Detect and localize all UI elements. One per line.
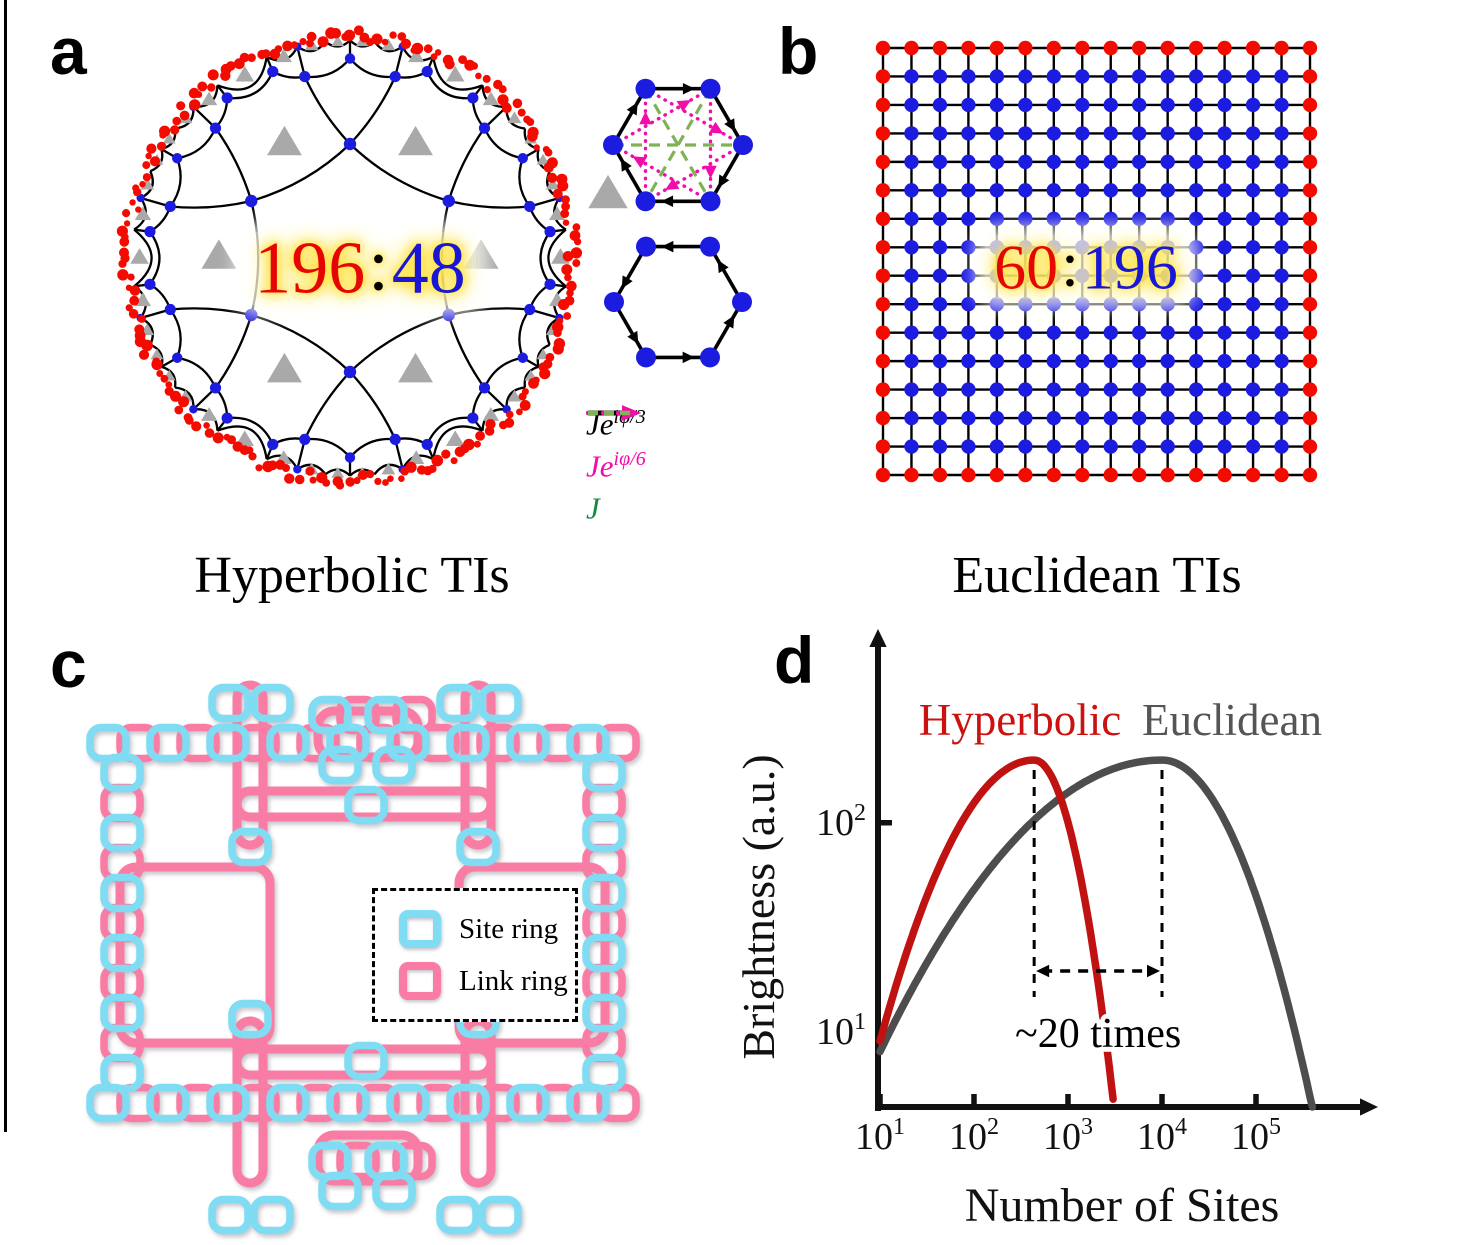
panel-ring-lattice: c Site ring Link ring xyxy=(0,615,730,1245)
svg-text:104: 104 xyxy=(1137,1114,1187,1158)
square-lattice-svg xyxy=(875,40,1318,483)
panel-b-title: Euclidean TIs xyxy=(952,547,1242,604)
hyperbolic-curve xyxy=(876,756,1117,1103)
boundary-ring xyxy=(116,25,583,490)
figure-left-border xyxy=(4,0,7,1132)
coupling-legend: Jeiφ/3 Jeiφ/6 J xyxy=(586,402,646,528)
bulk-count: 48 xyxy=(391,227,466,310)
ratio-colon: : xyxy=(368,224,389,307)
link-ring-label: Link ring xyxy=(459,964,568,997)
svg-text:101: 101 xyxy=(816,1009,866,1053)
panel-brightness-chart: 101 102 103 104 105 101 102 Number of Sites Brig… xyxy=(730,615,1461,1245)
svg-text:102: 102 xyxy=(949,1114,999,1158)
x-axis-label: Number of Sites xyxy=(965,1179,1280,1232)
site-ratio-euclidean: 60:196 xyxy=(984,231,1188,303)
panel-b-label: b xyxy=(778,14,819,88)
chart-annotations: Hyperbolic Euclidean ~20 times xyxy=(919,695,1322,1062)
ring-legend: Site ring Link ring xyxy=(372,888,578,1022)
coupling-legend-row-dashed: J xyxy=(586,410,646,528)
site-ring-label: Site ring xyxy=(459,912,559,945)
coupling-label: Jeiφ/6 xyxy=(586,447,646,484)
hyperbolic-series-label: Hyperbolic xyxy=(919,695,1121,745)
bulk-count: 196 xyxy=(1081,231,1178,303)
chart-curves xyxy=(876,756,1317,1111)
panel-a-label: a xyxy=(50,14,87,88)
site-ring-icon xyxy=(399,910,441,948)
panel-a-title: Hyperbolic TIs xyxy=(194,547,510,604)
svg-text:105: 105 xyxy=(1231,1114,1281,1158)
svg-text:102: 102 xyxy=(816,800,866,844)
ring-legend-row-link: Link ring xyxy=(399,962,575,1000)
panel-d-label: d xyxy=(774,623,815,697)
euclidean-curve xyxy=(876,756,1317,1111)
brightness-chart-svg: 101 102 103 104 105 101 102 Number of Sites Brig… xyxy=(733,629,1378,1232)
peak-shift-annotation: ~20 times xyxy=(1015,1011,1181,1057)
hexagon-inset-coupled xyxy=(588,78,753,212)
boundary-count: 60 xyxy=(994,231,1059,303)
hexagon-inset-plain xyxy=(604,236,752,368)
site-ratio-hyperbolic: 196:48 xyxy=(244,228,476,307)
hyperbolic-lattice-svg xyxy=(116,25,753,490)
panel-c-label: c xyxy=(50,627,87,701)
y-axis-label: Brightness (a.u.) xyxy=(733,754,784,1059)
svg-text:101: 101 xyxy=(855,1114,905,1158)
dashed-line-icon xyxy=(588,410,634,416)
ratio-colon: : xyxy=(1061,228,1079,300)
ring-legend-row-site: Site ring xyxy=(399,910,575,948)
boundary-count: 196 xyxy=(254,227,366,310)
euclidean-series-label: Euclidean xyxy=(1142,695,1322,745)
coupling-legend-row-dotted: Jeiφ/6 xyxy=(586,405,646,486)
site-rings xyxy=(86,683,626,1235)
chart-axes: 101 102 103 104 105 101 102 Number of Sites Brig… xyxy=(733,629,1378,1232)
panel-hyperbolic: a 196:48 Jeiφ/3 Jeiφ/6 J Hype xyxy=(0,0,770,615)
svg-text:103: 103 xyxy=(1043,1114,1093,1158)
link-ring-icon xyxy=(399,962,441,1000)
coupling-label: J xyxy=(586,490,600,526)
ring-lattice-svg xyxy=(86,680,640,1235)
panel-euclidean: b 60:196 Euclidean TIs xyxy=(770,0,1461,615)
